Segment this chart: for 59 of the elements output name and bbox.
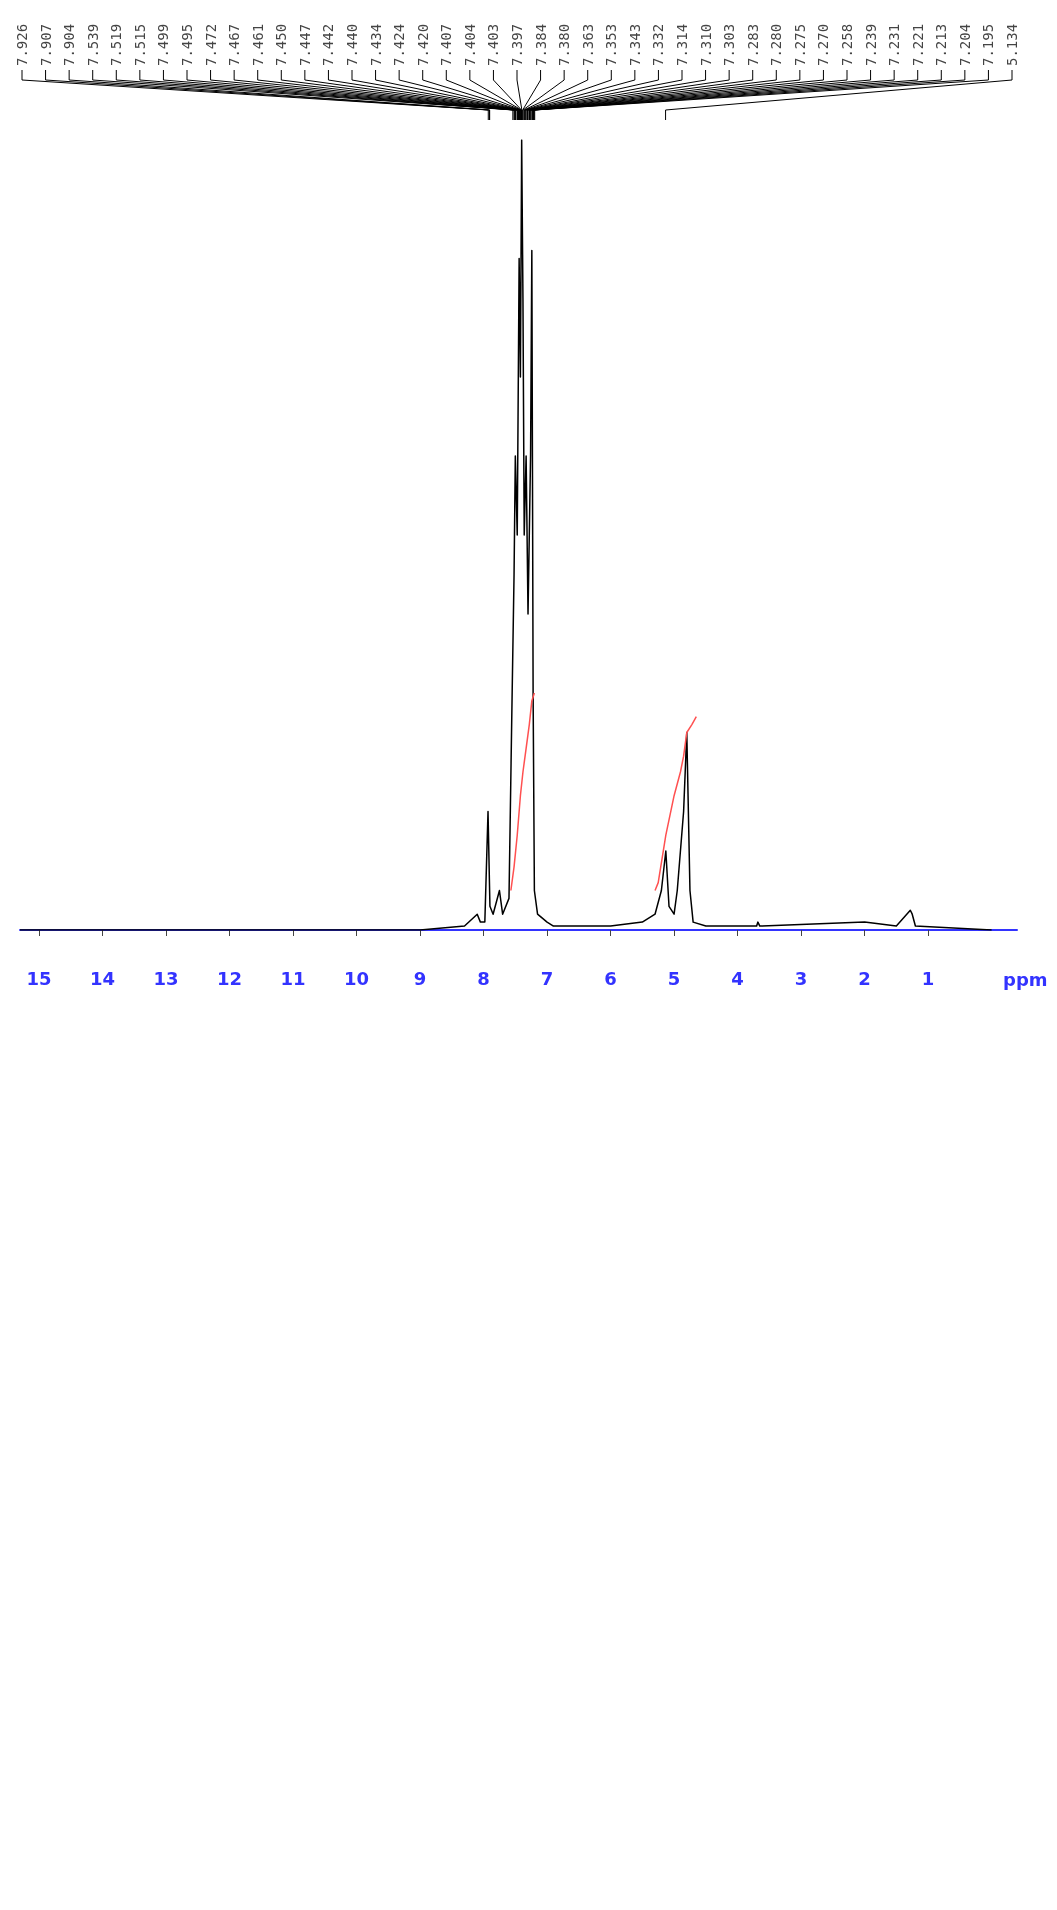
x-tick-label: 1	[921, 967, 935, 989]
x-tick-label: 4	[731, 967, 744, 989]
annotation: 7.539	[84, 23, 101, 66]
x-tick-label: 5	[667, 967, 681, 989]
annotation: 7.403	[485, 23, 502, 66]
x-tick-label: 2	[858, 967, 871, 989]
annotation: 7.213	[933, 23, 950, 66]
annotation: 7.239	[862, 23, 879, 66]
annotation: 5.134	[1004, 23, 1020, 66]
annotation: 7.258	[839, 23, 855, 66]
annotation: 7.495	[179, 23, 195, 66]
annotation: 7.204	[956, 23, 973, 66]
annotation: 7.447	[296, 23, 313, 66]
x-tick-label: 6	[604, 967, 617, 989]
annotation: 7.231	[886, 23, 903, 66]
annotation: 7.434	[367, 23, 384, 66]
annotation: 7.310	[697, 23, 714, 66]
annotation: 7.450	[273, 23, 290, 66]
annotation: 7.353	[603, 23, 620, 66]
annotation: 7.314	[674, 23, 690, 66]
x-axis-title: ppm	[1003, 968, 1048, 990]
annotation: 7.515	[131, 23, 148, 66]
annotation: 7.442	[320, 23, 337, 66]
annotation: 7.221	[909, 23, 926, 66]
annotation: 7.519	[108, 23, 125, 66]
annotation: 7.907	[37, 23, 54, 66]
annotation: 7.270	[815, 23, 832, 66]
annotation: 7.195	[980, 23, 997, 66]
annotation: 7.424	[391, 23, 408, 66]
annotation: 7.926	[14, 23, 30, 66]
annotation: 7.404	[461, 23, 478, 66]
annotation: 7.461	[249, 23, 266, 66]
annotation: 7.384	[532, 23, 549, 66]
annotation: 7.499	[155, 23, 172, 66]
x-tick-label: 10	[344, 967, 370, 989]
annotation: 7.472	[202, 23, 219, 66]
annotation: 7.275	[791, 23, 808, 66]
x-tick-label: 13	[153, 967, 179, 989]
annotation: 7.397	[509, 23, 525, 66]
annotation: 7.380	[556, 23, 573, 66]
x-tick-label: 8	[477, 967, 490, 989]
annotation: 7.363	[579, 23, 596, 66]
annotation: 7.420	[414, 23, 431, 66]
x-tick-label: 11	[280, 967, 306, 989]
annotation: 7.904	[61, 23, 78, 66]
x-tick-label: 9	[413, 967, 427, 989]
x-tick-label: 15	[26, 967, 52, 989]
annotation: 7.343	[626, 23, 643, 66]
annotation: 7.407	[438, 23, 455, 66]
x-tick-label: 12	[217, 967, 243, 989]
x-tick-label: 3	[794, 967, 808, 989]
annotation: 7.303	[721, 23, 738, 66]
annotation: 7.332	[650, 23, 667, 66]
annotation: 7.467	[226, 23, 243, 66]
x-tick-label: 7	[540, 967, 554, 989]
annotation: 7.283	[744, 23, 761, 66]
annotation: 7.440	[344, 23, 360, 66]
x-tick-label: 14	[90, 967, 116, 989]
annotation: 7.280	[768, 23, 785, 66]
